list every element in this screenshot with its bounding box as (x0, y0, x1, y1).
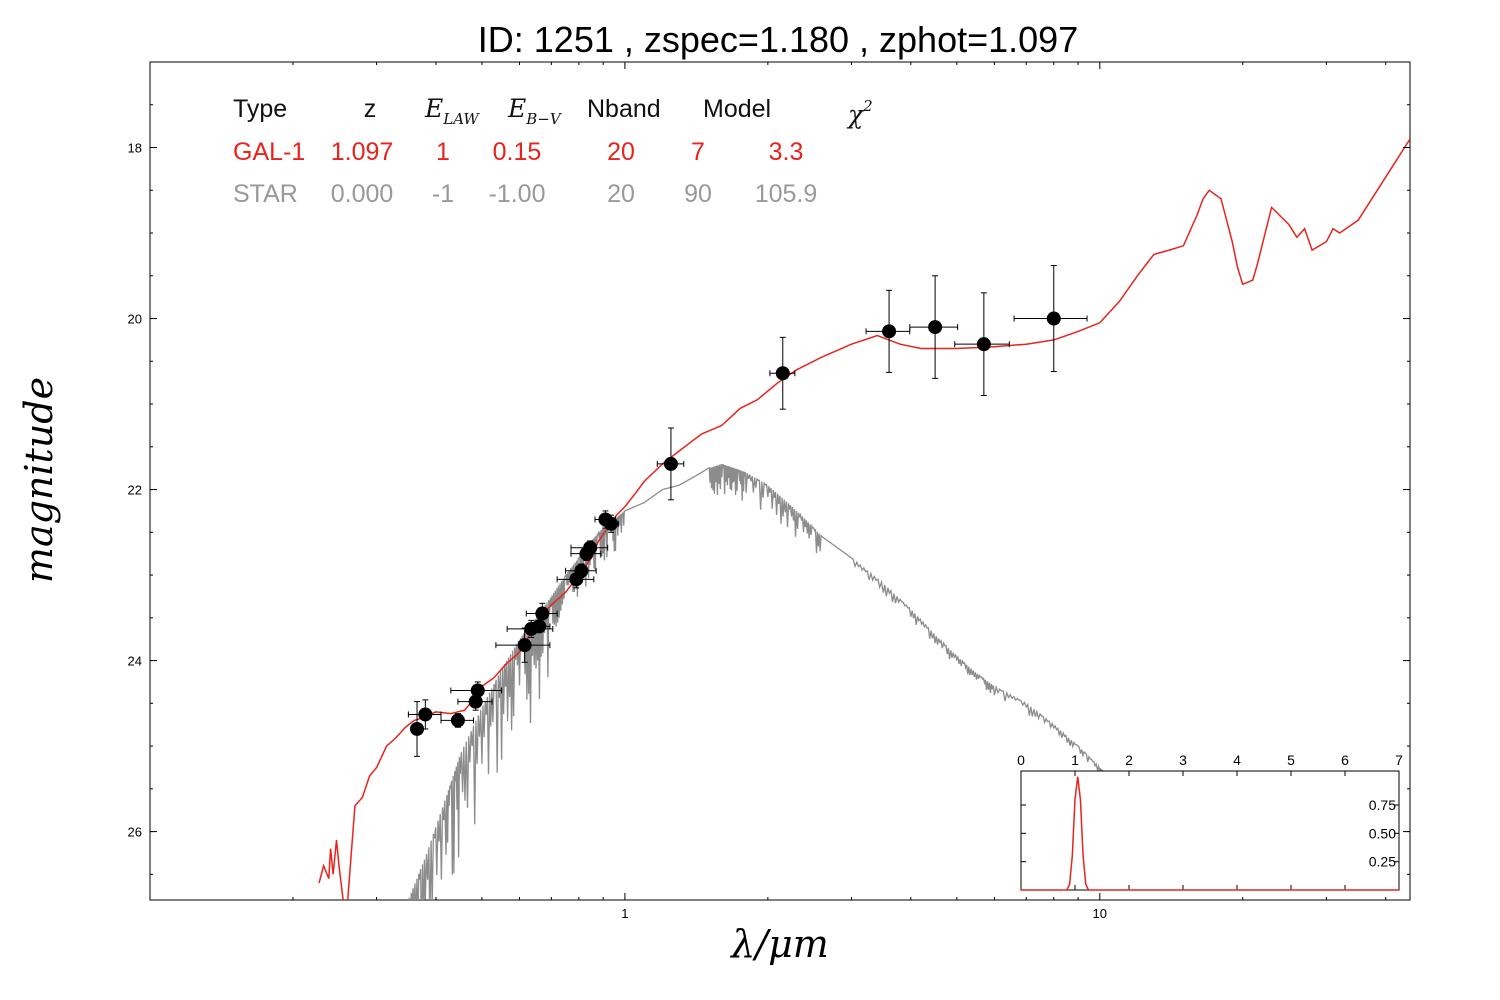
inset-y-tick-label: 0.75 (1369, 797, 1396, 813)
photometry-point (769, 336, 796, 410)
table-cell: 90 (684, 180, 712, 208)
table-header: Model (703, 95, 771, 123)
inset-y-tick-label: 0.25 (1369, 854, 1396, 870)
inset-x-tick-label: 2 (1125, 752, 1133, 768)
table-header: EB−V (507, 94, 563, 128)
table-cell: GAL-1 (233, 138, 305, 166)
photometry-point (954, 292, 1010, 396)
y-tick-label: 22 (128, 483, 142, 498)
photometry-point (570, 540, 609, 556)
inset-x-tick-label: 1 (1071, 752, 1079, 768)
inset-x-tick-label: 4 (1233, 752, 1241, 768)
photometry-point (410, 701, 425, 757)
photometry-point (1013, 265, 1088, 373)
photometry-point (602, 514, 620, 533)
photometry-point (656, 427, 685, 501)
plot-frame (149, 61, 1411, 901)
photometry-point (495, 627, 551, 663)
table-cell: 1 (436, 138, 450, 166)
galaxy-model-spectrum (318, 138, 1410, 900)
pdf-curve (1021, 776, 1399, 891)
table-cell: 1.097 (331, 138, 394, 166)
inset-x-tick-label: 6 (1341, 752, 1349, 768)
table-cell: 0.15 (493, 138, 542, 166)
table-cell: STAR (233, 180, 298, 208)
star-model-spectrum (408, 463, 1109, 900)
fit-results-table: Type z ELAW EB−V Nband Model χ2 GAL-1 1.097 1 0.15… (233, 94, 873, 208)
x-tick-label: 1 (621, 906, 628, 921)
table-header: z (364, 95, 377, 123)
table-header: χ2 (846, 97, 873, 129)
table-header: Type (233, 95, 287, 123)
table-cell: 20 (607, 138, 635, 166)
inset-x-tick-label: 7 (1395, 752, 1403, 768)
inset-x-tick-label: 5 (1287, 752, 1295, 768)
y-tick-label: 26 (128, 825, 142, 840)
inset-x-tick-label: 0 (1017, 752, 1025, 768)
photometry-point (909, 275, 959, 379)
table-cell: 105.9 (755, 180, 818, 208)
photoz-pdf-inset: 0 1 2 3 4 5 6 7 0.25 0.50 0.75 (1017, 752, 1403, 891)
table-header: Nband (587, 95, 661, 123)
inset-y-tick-label: 0.50 (1369, 825, 1396, 841)
table-cell: 0.000 (331, 180, 394, 208)
photometry-point (525, 602, 558, 625)
table-cell: 20 (607, 180, 635, 208)
inset-x-tick-label: 3 (1179, 752, 1187, 768)
table-cell: -1.00 (489, 180, 546, 208)
table-cell: -1 (432, 180, 454, 208)
photometry-point (407, 699, 442, 730)
table-cell: 3.3 (769, 138, 804, 166)
photometry-point (440, 713, 475, 728)
photometry-point (450, 681, 503, 700)
table-row: STAR 0.000 -1 -1.00 20 90 105.9 (233, 180, 817, 208)
table-row: GAL-1 1.097 1 0.15 20 7 3.3 (233, 138, 803, 166)
photometry-point (565, 563, 597, 579)
table-header: ELAW (424, 94, 480, 128)
table-cell: 7 (691, 138, 705, 166)
x-axis-label: λ/μm (729, 922, 829, 966)
y-tick-label: 18 (128, 141, 142, 156)
y-tick-label: 24 (128, 654, 142, 669)
chart-title: ID: 1251 , zspec=1.180 , zphot=1.097 (478, 19, 1078, 60)
photometry-point (865, 289, 911, 373)
y-axis-label: magnitude (17, 377, 61, 583)
x-tick-label: 10 (1093, 906, 1107, 921)
y-tick-label: 20 (128, 312, 142, 327)
